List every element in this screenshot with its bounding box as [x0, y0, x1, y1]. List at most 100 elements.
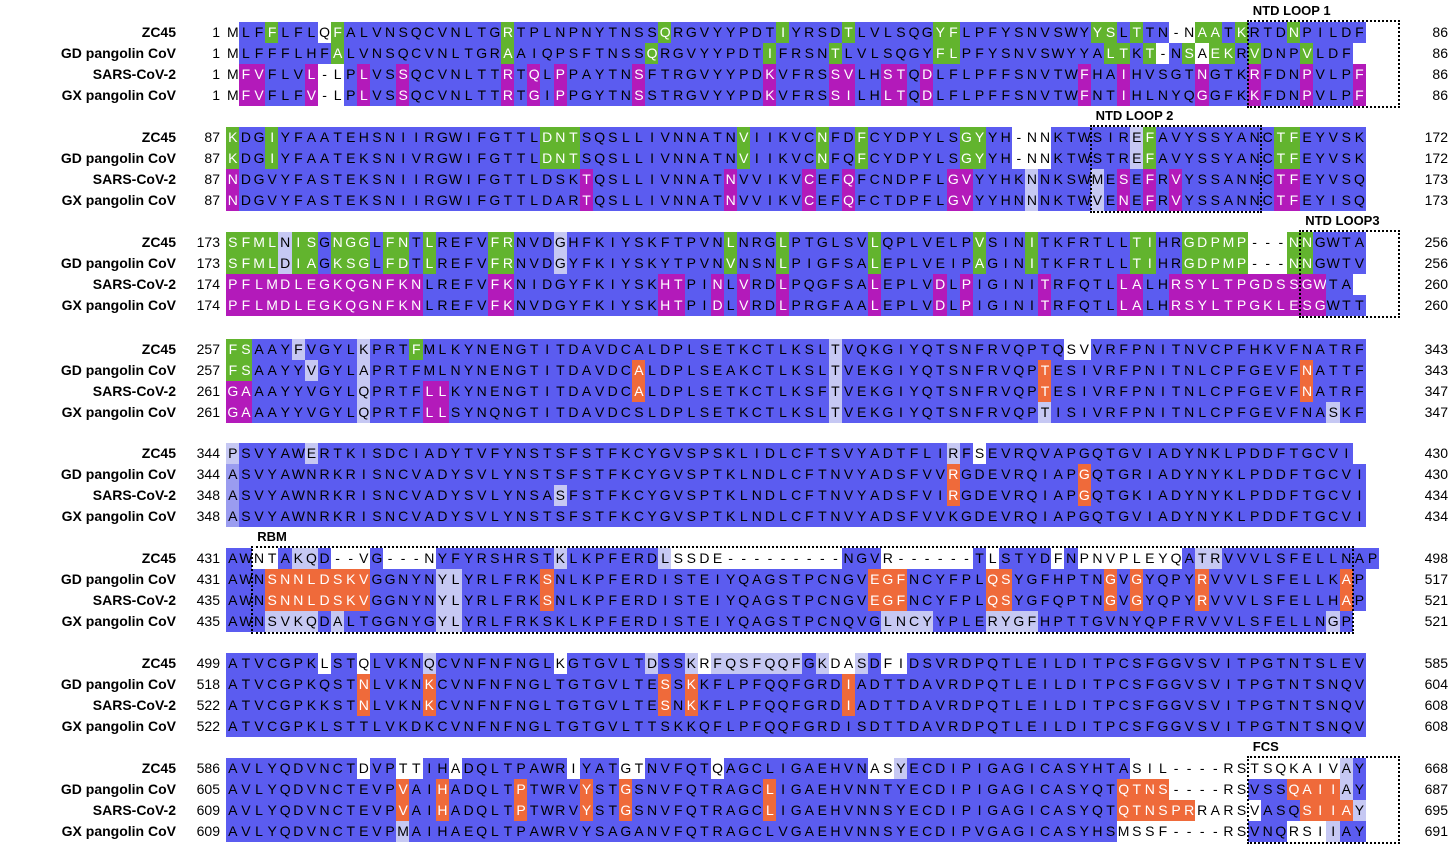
residue: L: [619, 127, 633, 148]
residue: S: [1064, 339, 1079, 360]
residue: C: [265, 716, 279, 737]
residue: V: [239, 821, 253, 842]
residue: G: [566, 653, 581, 674]
residue: G: [763, 590, 777, 611]
residue: R: [1339, 339, 1354, 360]
residue: L: [343, 339, 358, 360]
residue: D: [697, 548, 712, 569]
residue: C: [632, 443, 646, 464]
residue: V: [357, 548, 371, 569]
residue: Y: [1182, 569, 1196, 590]
region-label: NTD LOOP3: [1305, 213, 1380, 228]
residue: Q: [278, 779, 293, 800]
residue: K: [553, 611, 568, 632]
residue: V: [1143, 64, 1157, 85]
residue: F: [776, 43, 790, 64]
residue: S: [946, 381, 961, 402]
residue: S: [946, 127, 961, 148]
residue: T: [330, 443, 345, 464]
residue: S: [1064, 821, 1079, 842]
residue: I: [763, 43, 777, 64]
residue: A: [239, 381, 253, 402]
residue: P: [592, 590, 607, 611]
residue: K: [1234, 22, 1249, 43]
residue: E: [867, 590, 882, 611]
residue: S: [946, 339, 961, 360]
residue: S: [566, 43, 581, 64]
residue: P: [514, 758, 528, 779]
residue: L: [933, 127, 948, 148]
residue: F: [501, 611, 515, 632]
residue: P: [1051, 611, 1065, 632]
residue: L: [488, 485, 502, 506]
residue: S: [1234, 758, 1249, 779]
residue: R: [658, 43, 672, 64]
residue: Q: [684, 800, 699, 821]
residue: Q: [1025, 485, 1039, 506]
residue: T: [750, 43, 764, 64]
residue: E: [697, 611, 712, 632]
residue: S: [619, 43, 633, 64]
alignment-row: GX pangolin CoV 522 A T V C G P K L S T T L V K D K C V N F N F…: [0, 716, 1456, 737]
residue: C: [750, 381, 764, 402]
residue: Y: [265, 443, 279, 464]
residue: C: [1038, 821, 1052, 842]
residue: T: [527, 402, 541, 423]
residue: S: [1064, 360, 1079, 381]
sequence-name: GX pangolin CoV: [61, 87, 176, 103]
residue: W: [239, 611, 253, 632]
residue: F: [291, 339, 306, 360]
residue: L: [619, 716, 633, 737]
residue: G: [946, 169, 961, 190]
residue: N: [330, 232, 345, 253]
residue: N: [317, 758, 332, 779]
residue: G: [841, 590, 856, 611]
residue: A: [1339, 779, 1354, 800]
residue: N: [645, 758, 659, 779]
residue: V: [920, 506, 934, 527]
residue: Y: [461, 590, 476, 611]
residue: V: [474, 464, 489, 485]
residue: T: [1051, 64, 1065, 85]
residue: Y: [265, 800, 279, 821]
sequence-name: GX pangolin CoV: [61, 508, 176, 524]
residue: E: [933, 253, 948, 274]
residue: T: [396, 339, 410, 360]
residue: G: [789, 758, 803, 779]
residue: S: [802, 360, 817, 381]
residue: Y: [448, 506, 463, 527]
residue: F: [1143, 190, 1157, 211]
end-position: 173: [1424, 192, 1448, 208]
residue: F: [1234, 402, 1249, 423]
residue: L: [684, 381, 699, 402]
residue: G: [815, 274, 830, 295]
residue: Y: [985, 190, 1000, 211]
residue: C: [750, 779, 764, 800]
residue: T: [527, 339, 541, 360]
residue: V: [854, 611, 869, 632]
residue: K: [226, 127, 240, 148]
residue: P: [383, 779, 397, 800]
residue: I: [409, 127, 424, 148]
residue: R: [343, 506, 358, 527]
residue: P: [1103, 653, 1118, 674]
residue: V: [383, 695, 397, 716]
residue: I: [697, 274, 712, 295]
residue: A: [1339, 274, 1354, 295]
residue: P: [291, 674, 306, 695]
residue: L: [1051, 653, 1065, 674]
residue: W: [540, 821, 555, 842]
residue: S: [1208, 127, 1223, 148]
residue: I: [1143, 232, 1157, 253]
residue: G: [527, 716, 541, 737]
residue: P: [1064, 464, 1079, 485]
residue: S: [396, 64, 410, 85]
residue: I: [422, 821, 437, 842]
residue: L: [422, 274, 437, 295]
residue: A: [1339, 569, 1354, 590]
residue: P: [736, 695, 751, 716]
residue: F: [579, 232, 594, 253]
residue: L: [619, 190, 633, 211]
residue: E: [1208, 43, 1223, 64]
residue: K: [697, 695, 712, 716]
